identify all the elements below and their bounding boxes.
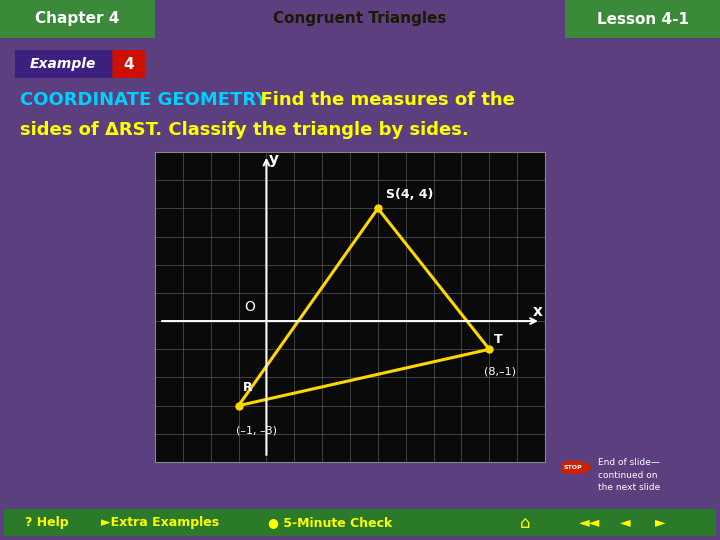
Text: Example: Example xyxy=(30,57,96,71)
Text: ►: ► xyxy=(654,516,665,530)
Text: End of slide—
continued on
the next slide: End of slide— continued on the next slid… xyxy=(598,458,660,492)
Text: T: T xyxy=(493,334,502,347)
Text: ⌂: ⌂ xyxy=(520,514,530,531)
FancyBboxPatch shape xyxy=(113,49,145,79)
Text: Congruent Triangles: Congruent Triangles xyxy=(274,11,446,26)
Text: (8,–1): (8,–1) xyxy=(484,366,516,376)
Text: O: O xyxy=(244,300,255,314)
Text: ◄: ◄ xyxy=(620,516,630,530)
Text: S(4, 4): S(4, 4) xyxy=(386,188,433,201)
Text: ● 5-Minute Check: ● 5-Minute Check xyxy=(268,516,392,529)
Text: Chapter 4: Chapter 4 xyxy=(35,11,120,26)
Text: sides of ΔRST. Classify the triangle by sides.: sides of ΔRST. Classify the triangle by … xyxy=(20,121,469,139)
Text: STOP: STOP xyxy=(564,465,582,470)
Text: ◄◄: ◄◄ xyxy=(580,516,600,530)
Text: Find the measures of the: Find the measures of the xyxy=(248,91,516,109)
Circle shape xyxy=(556,462,590,474)
Text: y: y xyxy=(269,152,279,166)
Text: Lesson 4-1: Lesson 4-1 xyxy=(597,11,689,26)
Text: 4: 4 xyxy=(124,57,135,71)
Text: x: x xyxy=(533,303,543,319)
Bar xyxy=(4,509,716,536)
FancyBboxPatch shape xyxy=(0,0,155,38)
Text: COORDINATE GEOMETRY: COORDINATE GEOMETRY xyxy=(20,91,269,109)
FancyBboxPatch shape xyxy=(565,0,720,38)
Text: R: R xyxy=(243,381,253,394)
FancyBboxPatch shape xyxy=(13,49,117,79)
Text: ►Extra Examples: ►Extra Examples xyxy=(101,516,219,529)
Text: ? Help: ? Help xyxy=(25,516,68,529)
Text: (–1, –3): (–1, –3) xyxy=(235,426,276,435)
